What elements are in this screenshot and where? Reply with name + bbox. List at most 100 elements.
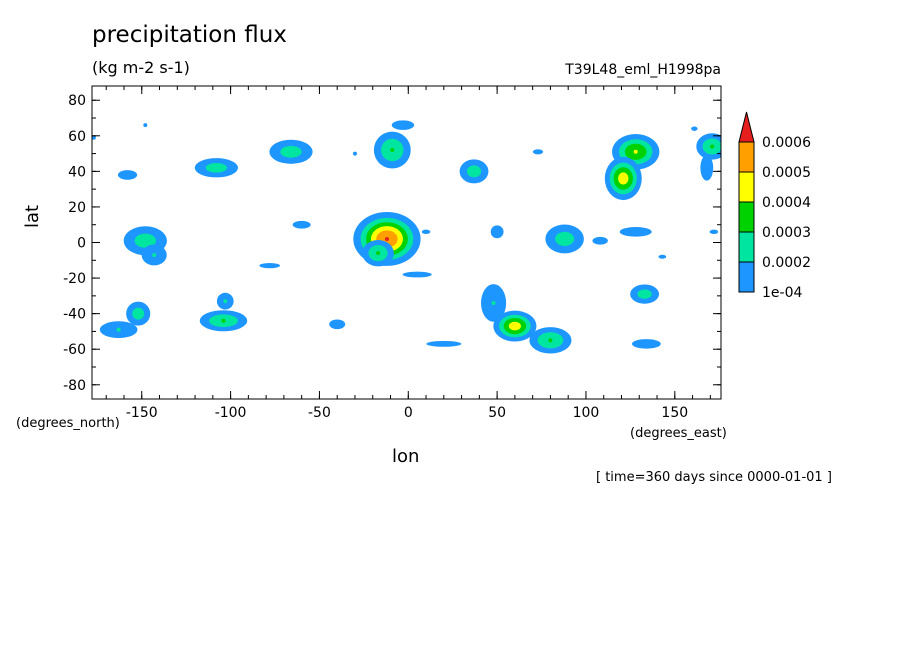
contour-level-2: [555, 231, 575, 247]
precip-feature: [658, 254, 667, 259]
precip-feature: [545, 224, 584, 254]
precip-feature: [604, 156, 642, 201]
precip-feature: [630, 284, 660, 304]
precip-feature: [532, 149, 544, 155]
chart-title: precipitation flux: [92, 22, 287, 48]
colorbar-swatch: [738, 261, 755, 293]
contour-level-2: [134, 233, 156, 248]
colorbar: 1e-04 0.0002 0.0003 0.0004 0.0005 0.0006: [738, 111, 811, 301]
precip-feature: [216, 292, 234, 310]
precip-feature: [292, 220, 311, 229]
contour-level-4: [508, 321, 521, 331]
contour-level-4: [618, 172, 629, 185]
colorbar-extension: [738, 111, 755, 143]
contour-level-1: [490, 225, 504, 239]
precip-feature: [459, 159, 489, 184]
precip-feature: [493, 310, 537, 342]
y-tick-label: 60: [68, 129, 86, 145]
precip-feature: [199, 310, 248, 332]
contour-level-1: [658, 254, 667, 259]
precip-feature: [481, 284, 507, 322]
precip-feature: [373, 131, 411, 169]
precip-feature: [631, 339, 661, 349]
precip-feature: [362, 239, 394, 267]
contour-level-1: [259, 263, 280, 269]
contour-level-3: [390, 148, 395, 153]
contour-level-3: [710, 144, 715, 149]
contour-level-1: [709, 229, 719, 234]
precip-feature: [691, 126, 698, 131]
y-tick-label: -80: [63, 378, 86, 394]
y-tick-label: 40: [68, 164, 86, 180]
x-tick-label: 50: [488, 405, 506, 421]
contour-level-1: [421, 229, 431, 234]
contour-level-2: [223, 299, 228, 304]
y-tick-label: 80: [68, 93, 86, 109]
precip-feature: [490, 225, 504, 239]
colorbar-swatch: [738, 231, 755, 263]
precip-feature: [143, 123, 148, 128]
chart-units: (kg m-2 s-1): [92, 58, 190, 77]
y-tick-label: 0: [77, 236, 86, 252]
precip-feature: [259, 263, 280, 269]
contour-level-1: [426, 340, 462, 347]
y-tick-label: -40: [63, 307, 86, 323]
contour-level-4: [633, 149, 638, 154]
y-tick-label: 20: [68, 200, 86, 216]
contour-level-1: [352, 151, 357, 156]
precip-feature: [696, 133, 721, 160]
x-tick-label: -150: [126, 405, 158, 421]
precip-feature: [141, 244, 167, 266]
precip-feature: [329, 319, 346, 330]
colorbar-label: 1e-04: [762, 285, 802, 301]
contour-level-1: [700, 154, 714, 181]
contour-level-2: [466, 165, 482, 178]
contour-level-3: [376, 251, 381, 256]
contour-level-1: [402, 271, 432, 278]
precip-feature: [426, 340, 462, 347]
colorbar-swatch: [738, 171, 755, 203]
x-tick-label: 150: [661, 405, 688, 421]
precip-feature: [391, 120, 415, 130]
precip-feature: [117, 170, 138, 180]
x-tick-label: -50: [308, 405, 331, 421]
contour-level-1: [117, 170, 138, 180]
precip-feature: [709, 229, 719, 234]
precip-feature: [269, 139, 313, 164]
precip-feature: [352, 151, 357, 156]
precip-feature: [700, 154, 714, 181]
colorbar-label: 0.0002: [762, 255, 811, 271]
contour-level-1: [292, 220, 311, 229]
colorbar-swatch: [738, 201, 755, 233]
colorbar-label: 0.0003: [762, 225, 811, 241]
contour-level-1: [532, 149, 544, 155]
contour-level-2: [205, 163, 228, 173]
y-axis-units: (degrees_north): [16, 416, 120, 431]
precip-feature: [619, 227, 652, 237]
run-name: T39L48_eml_H1998pa: [565, 62, 721, 78]
contour-level-6: [384, 236, 389, 241]
contour-level-2: [637, 289, 652, 299]
precip-feature: [194, 158, 239, 178]
x-axis-units: (degrees_east): [630, 426, 727, 441]
contour-level-2: [132, 307, 145, 320]
precip-feature: [529, 327, 572, 354]
colorbar-label: 0.0004: [762, 195, 811, 211]
contour-fields: [92, 120, 721, 354]
x-tick-label: -100: [215, 405, 247, 421]
time-info: [ time=360 days since 0000-01-01 ]: [596, 470, 832, 485]
contour-level-2: [280, 145, 302, 158]
x-tick-label: 0: [404, 405, 413, 421]
colorbar-label: 0.0005: [762, 165, 811, 181]
contour-level-2: [491, 300, 496, 305]
contour-level-3: [221, 318, 226, 323]
y-tick-label: -20: [63, 271, 86, 287]
contour-level-2: [116, 327, 121, 332]
contour-level-1: [391, 120, 415, 130]
precip-feature: [592, 236, 608, 245]
contour-level-1: [143, 123, 148, 128]
y-tick-label: -60: [63, 342, 86, 358]
contour-level-3: [548, 338, 553, 343]
precip-feature: [421, 229, 431, 234]
